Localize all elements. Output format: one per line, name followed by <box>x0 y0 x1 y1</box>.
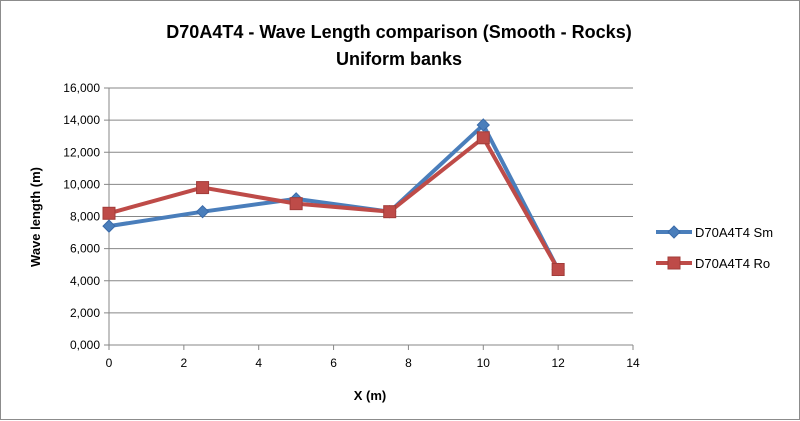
y-tick-label: 14,000 <box>63 113 100 127</box>
y-tick-label: 2,000 <box>70 306 100 320</box>
y-tick-label: 6,000 <box>70 242 100 256</box>
x-axis-title: X (m) <box>354 388 387 403</box>
chart-title-line2: Uniform banks <box>336 49 462 69</box>
y-axis-title: Wave length (m) <box>28 167 43 267</box>
data-point <box>476 131 490 145</box>
x-tick-label: 4 <box>255 356 262 370</box>
data-point <box>383 205 397 219</box>
data-point <box>196 181 210 195</box>
y-tick-label: 12,000 <box>63 145 100 159</box>
gridlines <box>104 87 634 350</box>
y-tick-label: 8,000 <box>70 210 100 224</box>
data-point <box>476 118 490 132</box>
data-point <box>551 263 565 277</box>
data-point <box>102 219 116 233</box>
y-tick-label: 16,000 <box>63 81 100 95</box>
y-tick-label: 0,000 <box>70 338 100 352</box>
x-tick-label: 12 <box>551 356 565 370</box>
legend-marker <box>667 225 681 239</box>
data-point <box>289 197 303 211</box>
x-tick-label: 14 <box>626 356 640 370</box>
data-point <box>102 206 116 220</box>
series-line <box>108 122 560 271</box>
y-tick-labels: 0,000 2,000 4,000 6,000 8,000 10,000 12,000 14,… <box>63 81 100 352</box>
x-tick-label: 0 <box>106 356 113 370</box>
x-tick-label: 10 <box>477 356 491 370</box>
x-tick-labels: 0 2 4 6 8 10 12 14 <box>106 356 640 370</box>
x-tick-label: 8 <box>405 356 412 370</box>
series-layer <box>102 118 565 277</box>
y-tick-label: 4,000 <box>70 274 100 288</box>
x-tick-label: 2 <box>181 356 188 370</box>
legend-item: D70A4T4 Sm <box>656 225 773 240</box>
legend-label: D70A4T4 Sm <box>695 225 773 240</box>
y-tick-label: 10,000 <box>63 177 100 191</box>
series-line <box>108 135 560 271</box>
data-point <box>195 204 210 219</box>
legend: D70A4T4 Sm D70A4T4 Ro <box>656 225 773 271</box>
x-tick-label: 6 <box>330 356 337 370</box>
legend-marker <box>667 256 681 270</box>
legend-label: D70A4T4 Ro <box>695 256 770 271</box>
series-rocks <box>102 131 565 277</box>
chart-title-line1: D70A4T4 - Wave Length comparison (Smooth… <box>166 22 631 42</box>
legend-item: D70A4T4 Ro <box>656 256 770 271</box>
